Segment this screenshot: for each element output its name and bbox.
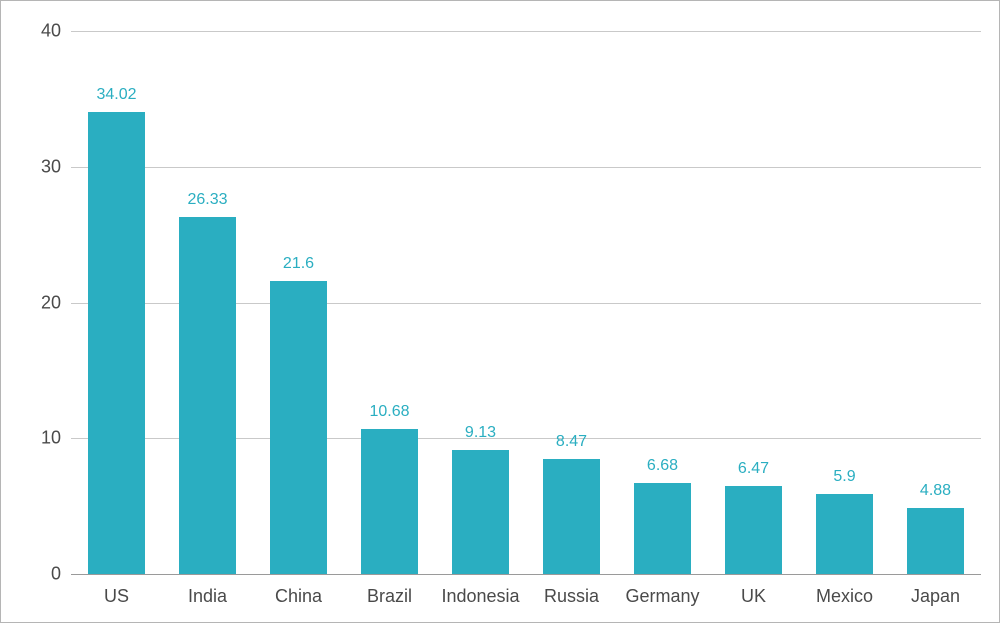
x-tick-label: China (275, 574, 322, 607)
x-tick-label: Japan (911, 574, 960, 607)
y-tick-label: 20 (41, 292, 71, 313)
y-tick-label: 10 (41, 428, 71, 449)
bar: 9.13 (452, 450, 508, 574)
chart-frame: 01020304034.02US26.33India21.6China10.68… (0, 0, 1000, 623)
bar: 6.47 (725, 486, 781, 574)
bar: 5.9 (816, 494, 872, 574)
bar-value-label: 6.68 (647, 457, 678, 483)
bar: 10.68 (361, 429, 417, 574)
x-tick-label: US (104, 574, 129, 607)
x-tick-label: Germany (625, 574, 699, 607)
bar-value-label: 8.47 (556, 433, 587, 459)
x-tick-label: Mexico (816, 574, 873, 607)
bar-value-label: 6.47 (738, 460, 769, 486)
bar-value-label: 4.88 (920, 482, 951, 508)
x-tick-label: Brazil (367, 574, 412, 607)
bar: 21.6 (270, 281, 326, 574)
bar-value-label: 21.6 (283, 255, 314, 281)
gridline (71, 167, 981, 168)
bar: 34.02 (88, 112, 144, 574)
y-tick-label: 40 (41, 21, 71, 42)
plot-area: 01020304034.02US26.33India21.6China10.68… (71, 31, 981, 574)
y-tick-label: 0 (51, 564, 71, 585)
bar: 26.33 (179, 217, 235, 574)
bar: 6.68 (634, 483, 690, 574)
bar: 8.47 (543, 459, 599, 574)
x-tick-label: Indonesia (441, 574, 519, 607)
gridline (71, 31, 981, 32)
x-tick-label: Russia (544, 574, 599, 607)
y-tick-label: 30 (41, 156, 71, 177)
x-tick-label: UK (741, 574, 766, 607)
x-tick-label: India (188, 574, 227, 607)
bar: 4.88 (907, 508, 963, 574)
bar-value-label: 9.13 (465, 424, 496, 450)
bar-value-label: 5.9 (833, 468, 855, 494)
bar-value-label: 34.02 (96, 86, 136, 112)
bar-value-label: 26.33 (187, 191, 227, 217)
bar-value-label: 10.68 (369, 403, 409, 429)
